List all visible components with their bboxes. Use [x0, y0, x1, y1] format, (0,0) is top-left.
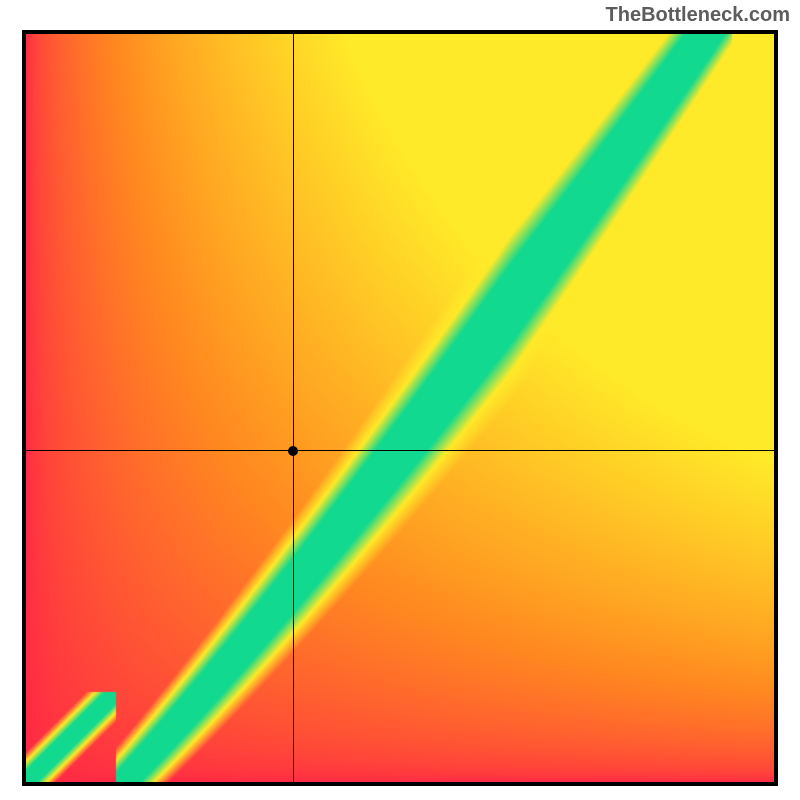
watermark-text: TheBottleneck.com [606, 4, 790, 27]
crosshair-horizontal [26, 450, 774, 451]
crosshair-dot [288, 446, 298, 456]
heatmap-canvas [26, 34, 774, 782]
plot-area [26, 34, 774, 782]
chart-container: TheBottleneck.com [0, 0, 800, 800]
crosshair-vertical [293, 34, 294, 782]
